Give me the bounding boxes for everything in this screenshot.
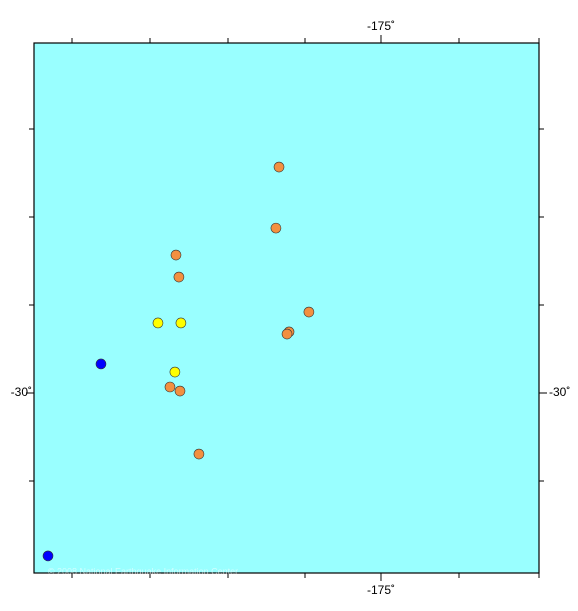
event-point <box>281 328 293 340</box>
event-point <box>169 366 181 378</box>
event-point <box>42 550 54 562</box>
event-point <box>95 358 107 370</box>
y-tick-label: -30˚ <box>11 385 32 399</box>
event-point <box>174 385 186 397</box>
event-point <box>170 249 182 261</box>
x-tick-label: -175˚ <box>367 583 395 597</box>
x-tick-label: -175˚ <box>367 19 395 33</box>
event-point <box>303 306 315 318</box>
minor-ticks <box>29 38 544 578</box>
frame-ticks <box>29 38 544 578</box>
event-point <box>270 222 282 234</box>
event-point <box>152 317 164 329</box>
event-point <box>193 448 205 460</box>
event-point <box>273 161 285 173</box>
event-point <box>164 381 176 393</box>
y-tick-label: -30˚ <box>549 385 570 399</box>
event-point <box>173 271 185 283</box>
map-frame <box>33 42 540 574</box>
credit: © 2008 National Earthquake Information C… <box>48 566 238 576</box>
event-point <box>175 317 187 329</box>
